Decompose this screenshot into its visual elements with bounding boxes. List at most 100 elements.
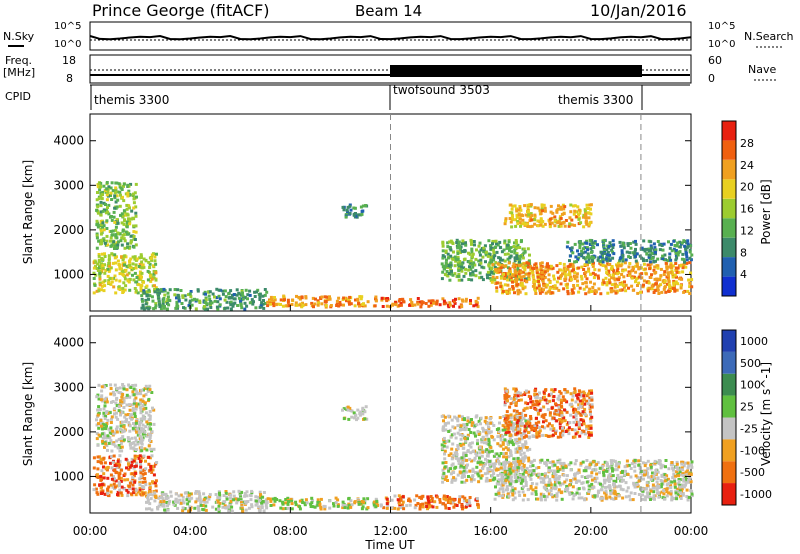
velocity-cell <box>488 463 492 467</box>
velocity-cell <box>488 459 492 463</box>
power-cell <box>495 289 499 293</box>
power-cell <box>462 266 466 270</box>
velocity-cell <box>476 472 480 476</box>
velocity-cell <box>659 466 663 470</box>
velocity-cell <box>514 457 518 461</box>
power-cell <box>535 268 539 272</box>
power-cell <box>208 290 212 294</box>
velocity-cell <box>139 475 143 479</box>
power-gridlines <box>390 114 642 311</box>
velocity-cell <box>128 395 132 399</box>
power-cell <box>637 275 641 279</box>
power-cell <box>550 291 554 295</box>
velocity-cell <box>148 410 152 413</box>
power-cell <box>441 249 445 253</box>
velocity-cell <box>246 500 250 503</box>
velocity-cell <box>501 490 505 494</box>
velocity-cell <box>133 456 137 460</box>
power-cell <box>471 270 475 274</box>
velocity-cell <box>427 499 431 503</box>
power-cell <box>409 298 413 302</box>
velocity-cell <box>109 439 113 443</box>
power-cell <box>215 305 219 309</box>
power-cell <box>548 223 552 227</box>
power-cell <box>258 292 262 296</box>
velocity-cell <box>122 487 126 491</box>
velocity-cell <box>316 498 320 502</box>
velocity-cell <box>135 430 139 434</box>
power-cell <box>585 241 589 245</box>
power-cell <box>657 284 661 288</box>
noise-panel: N.Sky 10^5 10^0 N.Search 10^5 10^0 <box>3 21 794 51</box>
power-cell <box>116 190 120 194</box>
velocity-cell <box>301 501 305 504</box>
power-cell <box>610 276 614 280</box>
power-cell <box>95 234 99 238</box>
power-cell <box>449 265 452 269</box>
power-cell <box>596 258 600 262</box>
velocity-cell <box>148 502 152 506</box>
velocity-cell <box>96 393 100 397</box>
power-cell <box>555 280 559 284</box>
power-cell <box>534 292 538 295</box>
velocity-cell <box>462 453 465 457</box>
velocity-cell <box>139 411 143 415</box>
velocity-cell <box>461 427 465 431</box>
power-cell <box>552 277 556 281</box>
power-cell <box>443 273 447 276</box>
velocity-cell <box>294 503 298 507</box>
power-cell <box>95 289 99 293</box>
power-cell <box>116 259 120 263</box>
velocity-cell <box>119 437 123 441</box>
velocity-cell <box>128 424 132 428</box>
power-colorbar-cell <box>722 257 736 277</box>
power-cell <box>537 280 541 283</box>
velocity-cell <box>316 503 320 507</box>
power-cell <box>675 244 679 248</box>
power-cell <box>616 272 620 276</box>
power-cell <box>584 216 588 220</box>
velocity-cell <box>113 485 117 489</box>
velocity-cell <box>463 428 467 432</box>
power-cell <box>688 292 692 295</box>
power-cell <box>646 289 650 293</box>
power-cell <box>337 304 341 308</box>
power-cell <box>508 287 512 291</box>
velocity-cell <box>178 498 182 502</box>
velocity-cell <box>444 498 448 502</box>
power-cell <box>605 271 609 275</box>
velocity-cell <box>99 398 103 402</box>
power-cell <box>511 286 515 290</box>
power-cell <box>442 299 446 303</box>
velocity-cell <box>148 438 151 442</box>
power-cell <box>651 256 655 260</box>
power-cell <box>535 279 538 283</box>
velocity-cell <box>140 436 143 440</box>
velocity-cell <box>501 467 505 471</box>
power-cell <box>167 303 171 307</box>
velocity-cell <box>468 496 472 499</box>
power-cell <box>643 247 647 251</box>
velocity-cell <box>111 460 115 464</box>
power-cell <box>678 277 682 281</box>
power-cell <box>564 274 568 278</box>
velocity-cell <box>258 498 262 502</box>
velocity-cell <box>463 424 467 428</box>
velocity-cell <box>466 449 470 453</box>
freq-tick-top: 18 <box>62 54 76 67</box>
velocity-cell <box>141 404 145 408</box>
power-cell <box>353 206 357 210</box>
velocity-cell <box>507 455 511 459</box>
power-cell <box>363 304 367 308</box>
power-cell <box>538 291 542 295</box>
power-cell <box>498 240 502 244</box>
velocity-cell <box>109 461 112 465</box>
velocity-cell <box>457 462 461 466</box>
power-cell <box>515 283 519 287</box>
power-cell <box>478 271 482 275</box>
velocity-cell <box>496 456 500 460</box>
power-cell <box>122 199 126 203</box>
velocity-cell <box>141 472 145 476</box>
power-cell <box>96 269 100 272</box>
power-cell <box>659 283 663 287</box>
